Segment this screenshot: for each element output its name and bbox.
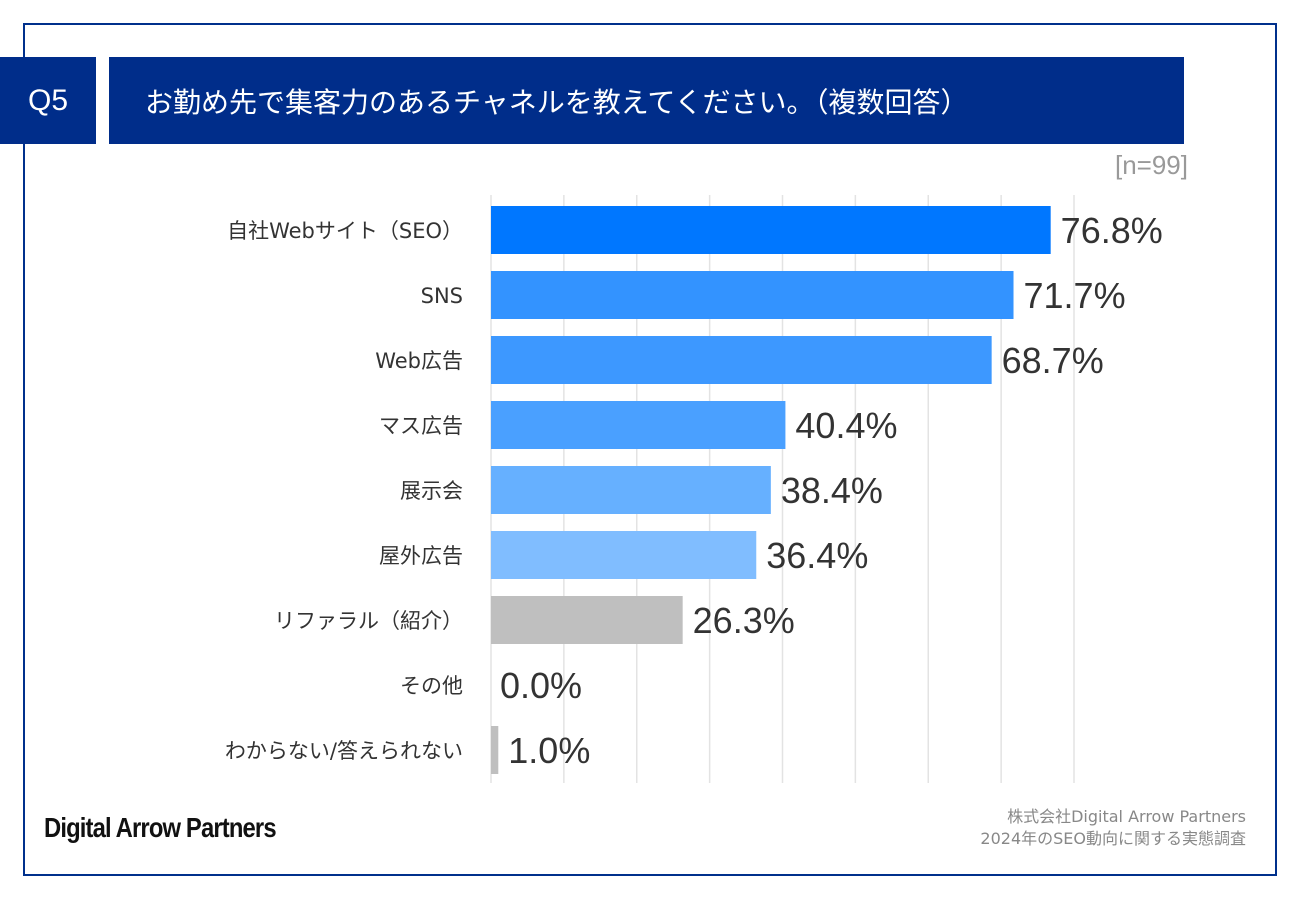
value-label: 71.7% (1024, 275, 1126, 316)
category-label: 屋外広告 (379, 544, 463, 568)
sample-size: [n=99] (1114, 150, 1188, 180)
category-label: 展示会 (400, 479, 463, 503)
category-label: その他 (400, 674, 463, 698)
chart-title: お勤め先で集客力のあるチャネルを教えてください。（複数回答） (109, 57, 1184, 144)
category-label: SNS (421, 284, 463, 308)
question-label: Q5 (0, 57, 96, 144)
value-label: 1.0% (508, 730, 590, 771)
title-text: お勤め先で集客力のあるチャネルを教えてください。（複数回答） (145, 85, 969, 119)
source-line-2: 2024年のSEO動向に関する実態調査 (980, 829, 1246, 848)
source-note: 株式会社Digital Arrow Partners 2024年のSEO動向に関… (980, 806, 1246, 850)
category-label: リファラル（紹介） (274, 609, 463, 633)
bar (491, 466, 771, 514)
logo: Digital Arrow Partners (44, 812, 277, 843)
frame (23, 23, 1277, 876)
category-label: Web広告 (375, 349, 463, 373)
bar (491, 596, 683, 644)
category-label: マス広告 (379, 414, 463, 438)
bar (491, 726, 499, 774)
category-label: わからない/答えられない (225, 739, 463, 763)
bar (491, 206, 1051, 254)
value-label: 38.4% (781, 470, 883, 511)
category-label: 自社Webサイト（SEO） (227, 219, 463, 243)
value-label: 0.0% (500, 665, 582, 706)
value-label: 68.7% (1002, 340, 1104, 381)
value-label: 40.4% (795, 405, 897, 446)
bar (491, 336, 992, 384)
bar (491, 401, 786, 449)
value-label: 26.3% (693, 600, 795, 641)
source-line-1: 株式会社Digital Arrow Partners (1007, 807, 1246, 826)
bar (491, 531, 757, 579)
value-label: 76.8% (1061, 210, 1163, 251)
value-label: 36.4% (766, 535, 868, 576)
bar (491, 271, 1014, 319)
